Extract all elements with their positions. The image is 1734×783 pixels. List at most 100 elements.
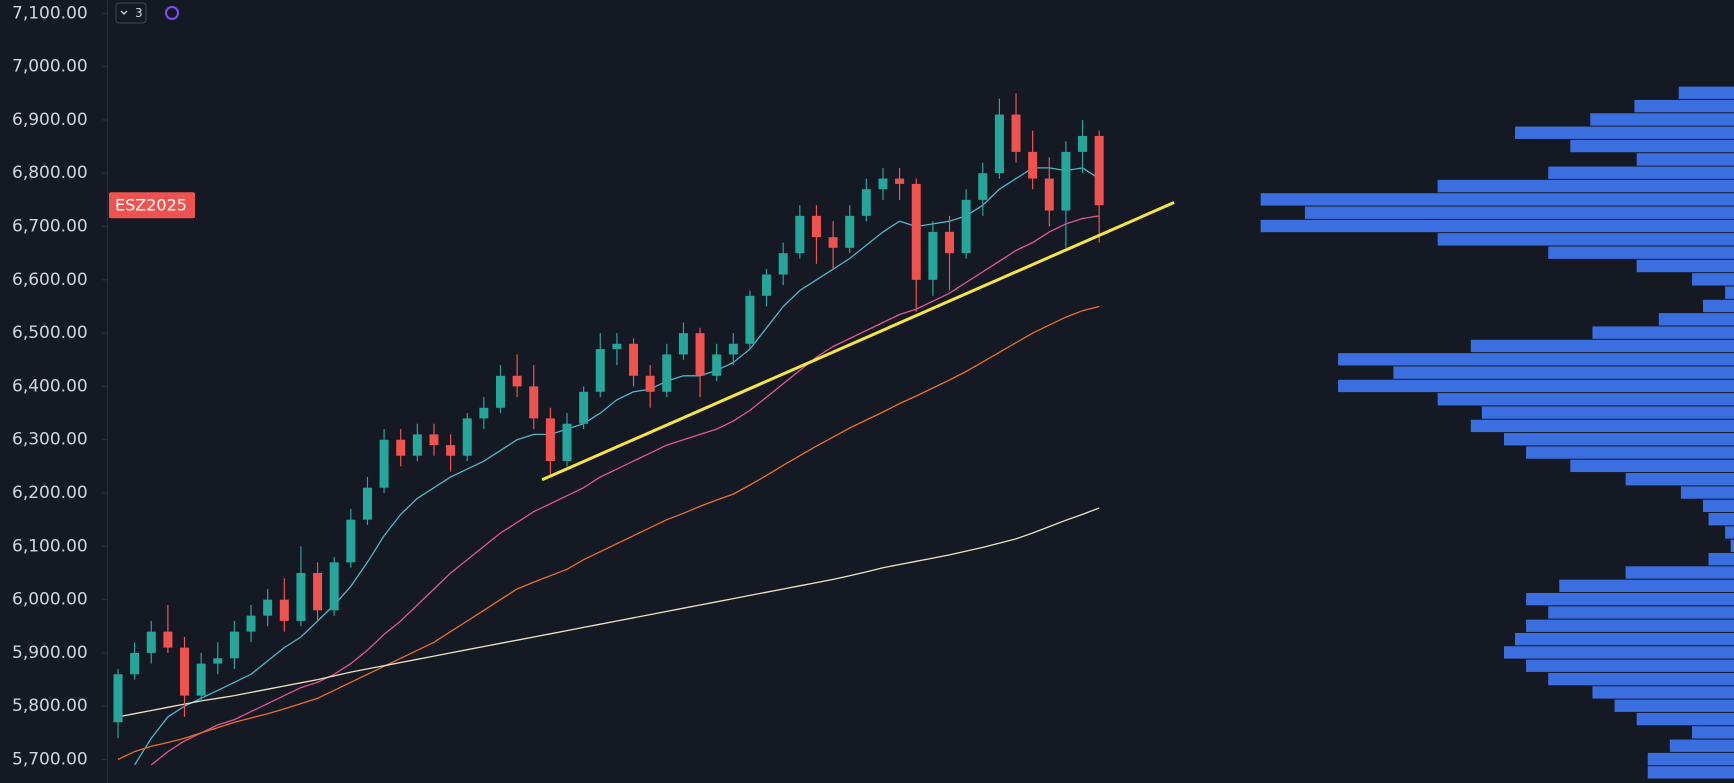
- y-tick-label: 6,600.00: [12, 270, 88, 290]
- profile-bar: [1708, 553, 1734, 566]
- symbol-label: ESZ2025: [115, 196, 187, 215]
- y-tick-label: 5,700.00: [12, 750, 88, 770]
- y-tick-label: 5,900.00: [12, 643, 88, 663]
- candle-body: [1028, 151, 1038, 179]
- candle-body: [229, 631, 239, 659]
- profile-bar: [1503, 646, 1734, 659]
- candle-body: [313, 572, 323, 611]
- profile-bar: [1636, 259, 1734, 273]
- candle-body: [495, 375, 505, 408]
- profile-bar: [1559, 579, 1734, 592]
- profile-bar: [1338, 353, 1734, 366]
- candle-body: [545, 418, 555, 462]
- candle-body: [562, 423, 572, 462]
- profile-bar: [1678, 86, 1734, 99]
- profile-bar: [1725, 286, 1734, 299]
- candle-body: [1078, 135, 1088, 152]
- profile-bar: [1526, 592, 1734, 606]
- profile-bar: [1647, 766, 1734, 779]
- candle-body: [529, 386, 539, 419]
- moving-average: [150, 215, 1100, 766]
- candle-body: [213, 658, 223, 664]
- candle-body: [945, 231, 954, 254]
- profile-bar: [1548, 246, 1734, 259]
- candle-body: [994, 114, 1004, 174]
- candle-body: [961, 199, 971, 254]
- profile-bar: [1625, 473, 1734, 486]
- y-tick-label: 7,100.00: [12, 3, 88, 23]
- candle-body: [878, 178, 888, 190]
- collapse-button[interactable]: [115, 2, 147, 24]
- profile-bar: [1669, 739, 1734, 752]
- profile-bar: [1658, 313, 1734, 326]
- candle-body: [595, 349, 605, 392]
- indicator-count: 3: [135, 6, 143, 20]
- candle-body: [263, 599, 273, 616]
- profile-bar: [1470, 339, 1734, 353]
- sync-icon[interactable]: [165, 6, 179, 20]
- candle-body: [861, 189, 871, 216]
- profile-bar: [1470, 419, 1734, 433]
- profile-bar: [1570, 459, 1734, 473]
- candle-body: [811, 215, 821, 238]
- candle-body: [412, 434, 422, 456]
- candle-body: [678, 333, 688, 355]
- candle-body: [512, 375, 522, 387]
- candle-body: [429, 434, 439, 446]
- profile-bar: [1730, 539, 1734, 553]
- profile-bar: [1548, 166, 1734, 179]
- candle-body: [180, 647, 190, 696]
- y-tick-label: 7,000.00: [12, 57, 88, 77]
- candle-body: [1011, 114, 1021, 152]
- profile-bar: [1725, 526, 1734, 539]
- candle-body: [196, 663, 206, 696]
- profile-bar: [1437, 393, 1734, 406]
- candle-body: [329, 562, 339, 611]
- profile-bar: [1526, 446, 1734, 459]
- profile-bar: [1548, 672, 1734, 686]
- y-tick-label: 6,200.00: [12, 483, 88, 503]
- candle-body: [1094, 135, 1104, 206]
- profile-bar: [1691, 726, 1734, 739]
- profile-bar: [1515, 632, 1734, 646]
- profile-bar: [1515, 126, 1734, 139]
- chevron-icon: [120, 10, 128, 15]
- y-tick-label: 6,800.00: [12, 163, 88, 183]
- candle-body: [695, 333, 705, 376]
- candle-body: [928, 231, 938, 280]
- profile-bar: [1260, 219, 1734, 233]
- candle-body: [163, 631, 173, 648]
- profile-bar: [1703, 499, 1734, 513]
- trendline: [541, 201, 1175, 482]
- y-tick-label: 6,700.00: [12, 217, 88, 237]
- candle-body: [828, 237, 838, 248]
- candle-body: [446, 445, 456, 456]
- profile-bar: [1437, 179, 1734, 193]
- y-tick-label: 6,100.00: [12, 536, 88, 556]
- candle-body: [130, 652, 140, 675]
- profile-bar: [1526, 659, 1734, 672]
- candle-body: [645, 375, 655, 392]
- profile-bar: [1503, 433, 1734, 446]
- y-tick-label: 5,800.00: [12, 696, 88, 716]
- y-tick-label: 6,000.00: [12, 590, 88, 610]
- profile-bar: [1526, 619, 1734, 632]
- symbol-label-bg: [109, 192, 195, 219]
- toolbar[interactable]: 3: [115, 2, 179, 24]
- candle-body: [113, 674, 123, 723]
- candle-body: [728, 343, 738, 355]
- candle-body: [745, 295, 755, 344]
- candle-body: [346, 519, 356, 563]
- profile-bar: [1592, 686, 1734, 699]
- profile-bar: [1304, 206, 1734, 219]
- profile-bar: [1260, 193, 1734, 206]
- profile-bar: [1614, 699, 1734, 712]
- profile-bar: [1338, 379, 1734, 393]
- profile-bar: [1647, 752, 1734, 766]
- profile-bar: [1625, 566, 1734, 579]
- candle-body: [1061, 151, 1071, 211]
- candle-body: [795, 215, 805, 254]
- candle-body: [579, 391, 589, 424]
